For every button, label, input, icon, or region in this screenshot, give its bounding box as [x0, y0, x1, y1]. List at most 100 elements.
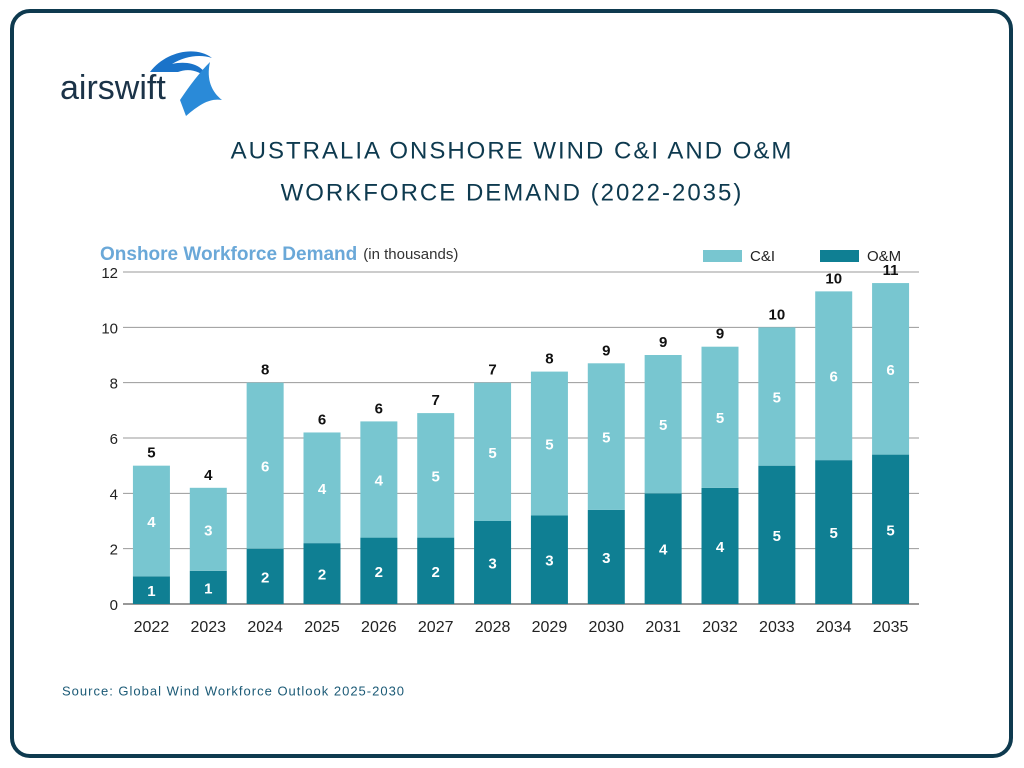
x-tick-label: 2035 — [873, 619, 909, 636]
bar-segment — [246, 548, 284, 604]
y-tick-label: 12 — [101, 265, 118, 282]
bar-value-label: 5 — [659, 417, 667, 434]
bar-total-label: 6 — [375, 400, 383, 417]
bar-value-label: 5 — [716, 410, 724, 427]
bar-value-label: 5 — [773, 528, 781, 545]
bar-segment — [474, 382, 512, 521]
bar-segment — [872, 454, 910, 604]
bar-segment — [644, 355, 682, 494]
logo-swoosh — [150, 51, 212, 80]
legend-label: C&I — [750, 248, 775, 265]
x-tick-label: 2023 — [190, 619, 226, 636]
y-tick-label: 6 — [110, 431, 118, 448]
x-tick-label: 2031 — [645, 619, 681, 636]
bar-total-label: 8 — [545, 351, 553, 368]
bar-total-label: 11 — [883, 262, 899, 279]
legend-label: O&M — [867, 248, 901, 265]
y-tick-label: 10 — [101, 320, 118, 337]
bar-total-label: 10 — [769, 306, 786, 323]
chart: 0 2 4 6 8 10 12 2022 1 4 5 2023 1 3 4 2024 2 6 8 2025 2 4 6 202… — [101, 248, 919, 636]
bar-value-label: 5 — [545, 437, 553, 454]
y-tick-label: 2 — [110, 542, 118, 559]
bar-total-label: 7 — [432, 392, 440, 409]
chart-subtitle: Onshore Workforce Demand (in thousands) — [100, 244, 458, 265]
subtitle-note: (in thousands) — [363, 246, 458, 263]
logo-text: airswift — [60, 69, 166, 107]
x-tick-label: 2026 — [361, 619, 397, 636]
bar-total-label: 10 — [825, 270, 842, 287]
bar-value-label: 4 — [375, 472, 384, 489]
legend-swatch — [820, 250, 859, 262]
bar-segment — [701, 487, 739, 604]
y-tick-label: 4 — [110, 486, 118, 503]
frame — [10, 9, 1013, 758]
legend-swatch — [703, 250, 742, 262]
title-line: AUSTRALIA ONSHORE WIND C&I AND O&M — [231, 137, 794, 164]
bar-segment — [189, 487, 227, 571]
bar-value-label: 1 — [204, 580, 212, 597]
bar-value-label: 6 — [261, 459, 269, 476]
x-tick-label: 2025 — [304, 619, 340, 636]
bar-segment — [303, 432, 341, 544]
bar-value-label: 4 — [318, 481, 327, 498]
title-line: WORKFORCE DEMAND (2022-2035) — [281, 179, 744, 206]
bar-segment — [360, 537, 398, 604]
bar-total-label: 4 — [204, 467, 213, 484]
bar-segment — [417, 537, 455, 604]
bar-value-label: 3 — [488, 555, 496, 572]
bar-segment — [758, 465, 796, 604]
bar-value-label: 3 — [602, 550, 610, 567]
bar-value-label: 5 — [602, 430, 610, 447]
bar-value-label: 6 — [886, 362, 894, 379]
bar-segment — [530, 515, 568, 604]
x-tick-label: 2033 — [759, 619, 795, 636]
bar-value-label: 1 — [147, 583, 155, 600]
bar-segment — [815, 460, 853, 604]
bar-value-label: 5 — [773, 389, 781, 406]
bar-total-label: 7 — [488, 362, 496, 379]
bar-segment — [701, 346, 739, 488]
logo-bird — [180, 62, 222, 116]
bar-value-label: 2 — [318, 567, 326, 584]
bar-total-label: 8 — [261, 362, 269, 379]
bar-segment — [246, 382, 284, 549]
y-tick-label: 0 — [110, 597, 118, 614]
x-tick-label: 2022 — [134, 619, 170, 636]
bar-segment — [189, 570, 227, 604]
y-tick-label: 8 — [110, 376, 118, 393]
bar-segment — [360, 421, 398, 538]
bar-segment — [132, 576, 170, 604]
bar-segment — [303, 543, 341, 604]
bar-total-label: 9 — [716, 326, 724, 343]
bar-value-label: 3 — [204, 522, 212, 539]
bar-value-label: 5 — [886, 522, 894, 539]
bar-segment — [815, 291, 853, 461]
x-tick-label: 2030 — [588, 619, 624, 636]
bar-total-label: 9 — [602, 342, 610, 359]
subtitle: Onshore Workforce Demand — [100, 244, 357, 265]
bar-value-label: 4 — [659, 542, 668, 559]
x-tick-label: 2034 — [816, 619, 852, 636]
bar-value-label: 2 — [261, 569, 269, 586]
logo: airswift — [60, 51, 222, 116]
bar-total-label: 6 — [318, 411, 326, 428]
x-tick-label: 2028 — [475, 619, 511, 636]
bar-value-label: 4 — [147, 514, 156, 531]
bar-total-label: 9 — [659, 334, 667, 351]
bar-segment — [530, 371, 568, 516]
bar-segment — [417, 413, 455, 538]
bar-value-label: 4 — [716, 539, 725, 556]
bar-segment — [587, 509, 625, 604]
bar-segment — [758, 327, 796, 466]
bar-segment — [872, 283, 910, 455]
bar-value-label: 6 — [830, 369, 838, 386]
bar-segment — [644, 493, 682, 604]
bar-value-label: 3 — [545, 553, 553, 570]
bar-value-label: 5 — [830, 525, 838, 542]
bar-value-label: 5 — [488, 445, 496, 462]
bar-value-label: 2 — [432, 564, 440, 581]
bar-segment — [132, 465, 170, 577]
x-tick-label: 2027 — [418, 619, 454, 636]
x-tick-label: 2032 — [702, 619, 738, 636]
